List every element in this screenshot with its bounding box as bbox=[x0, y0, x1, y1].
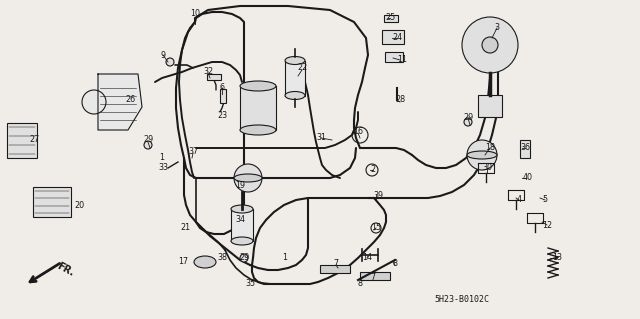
Text: 30: 30 bbox=[482, 164, 492, 173]
Bar bbox=[7, 122, 37, 158]
Bar bbox=[382, 30, 404, 44]
Text: FR.: FR. bbox=[55, 261, 76, 278]
Bar bbox=[231, 209, 253, 241]
Circle shape bbox=[82, 90, 106, 114]
Text: 9: 9 bbox=[161, 50, 166, 60]
Ellipse shape bbox=[285, 92, 305, 100]
Text: 13: 13 bbox=[552, 254, 562, 263]
Bar bbox=[360, 272, 390, 280]
Ellipse shape bbox=[285, 56, 305, 64]
Text: 7: 7 bbox=[333, 259, 339, 269]
Polygon shape bbox=[98, 74, 142, 130]
Text: 29: 29 bbox=[463, 114, 473, 122]
Text: 40: 40 bbox=[523, 174, 533, 182]
Circle shape bbox=[234, 164, 262, 192]
Text: 6: 6 bbox=[220, 84, 225, 93]
Ellipse shape bbox=[234, 174, 262, 182]
Text: 2: 2 bbox=[371, 166, 376, 174]
Ellipse shape bbox=[240, 125, 276, 135]
Text: 31: 31 bbox=[316, 133, 326, 143]
Text: 5H23-B0102C: 5H23-B0102C bbox=[435, 295, 490, 305]
Text: 17: 17 bbox=[178, 256, 188, 265]
Text: 34: 34 bbox=[235, 216, 245, 225]
Bar bbox=[285, 61, 305, 95]
Text: 7: 7 bbox=[371, 272, 376, 281]
Ellipse shape bbox=[240, 81, 276, 91]
Text: 21: 21 bbox=[180, 224, 190, 233]
Text: 20: 20 bbox=[74, 201, 84, 210]
Circle shape bbox=[166, 58, 174, 66]
Text: 16: 16 bbox=[353, 128, 363, 137]
Text: 36: 36 bbox=[520, 144, 530, 152]
Circle shape bbox=[482, 37, 498, 53]
Bar bbox=[320, 265, 350, 273]
Text: 25: 25 bbox=[385, 13, 395, 23]
Text: 10: 10 bbox=[190, 10, 200, 19]
Bar bbox=[220, 89, 226, 103]
Bar bbox=[33, 187, 71, 217]
Bar bbox=[384, 15, 398, 22]
Text: 12: 12 bbox=[542, 220, 552, 229]
Text: 29: 29 bbox=[240, 254, 250, 263]
Text: 24: 24 bbox=[392, 33, 402, 42]
Text: 26: 26 bbox=[125, 95, 135, 105]
Circle shape bbox=[144, 141, 152, 149]
Text: 37: 37 bbox=[188, 147, 198, 157]
Text: 22: 22 bbox=[297, 63, 307, 72]
Text: 29: 29 bbox=[143, 136, 153, 145]
Circle shape bbox=[462, 17, 518, 73]
Circle shape bbox=[240, 254, 248, 262]
Text: 8: 8 bbox=[392, 259, 397, 269]
Bar bbox=[478, 95, 502, 117]
Bar bbox=[240, 86, 276, 130]
Ellipse shape bbox=[231, 237, 253, 245]
Ellipse shape bbox=[467, 151, 497, 159]
Text: 8: 8 bbox=[358, 279, 362, 288]
Text: 1: 1 bbox=[282, 254, 287, 263]
Text: 5: 5 bbox=[543, 196, 548, 204]
Text: 23: 23 bbox=[217, 110, 227, 120]
Text: 19: 19 bbox=[235, 181, 245, 189]
Text: 18: 18 bbox=[485, 144, 495, 152]
Text: 1: 1 bbox=[159, 153, 164, 162]
Text: 28: 28 bbox=[395, 95, 405, 105]
Text: 32: 32 bbox=[203, 68, 213, 77]
Circle shape bbox=[464, 118, 472, 126]
Text: 35: 35 bbox=[245, 279, 255, 288]
Ellipse shape bbox=[194, 256, 216, 268]
Text: 15: 15 bbox=[371, 224, 381, 233]
Text: 38: 38 bbox=[217, 254, 227, 263]
Text: 11: 11 bbox=[397, 56, 407, 64]
Text: 4: 4 bbox=[516, 196, 522, 204]
Bar bbox=[385, 52, 403, 62]
Ellipse shape bbox=[231, 205, 253, 213]
Bar bbox=[520, 140, 530, 158]
Text: 3: 3 bbox=[495, 24, 499, 33]
Bar bbox=[207, 74, 221, 80]
Text: 14: 14 bbox=[362, 254, 372, 263]
Text: 33: 33 bbox=[158, 164, 168, 173]
Text: 39: 39 bbox=[373, 190, 383, 199]
Circle shape bbox=[467, 140, 497, 170]
Text: 27: 27 bbox=[29, 136, 39, 145]
